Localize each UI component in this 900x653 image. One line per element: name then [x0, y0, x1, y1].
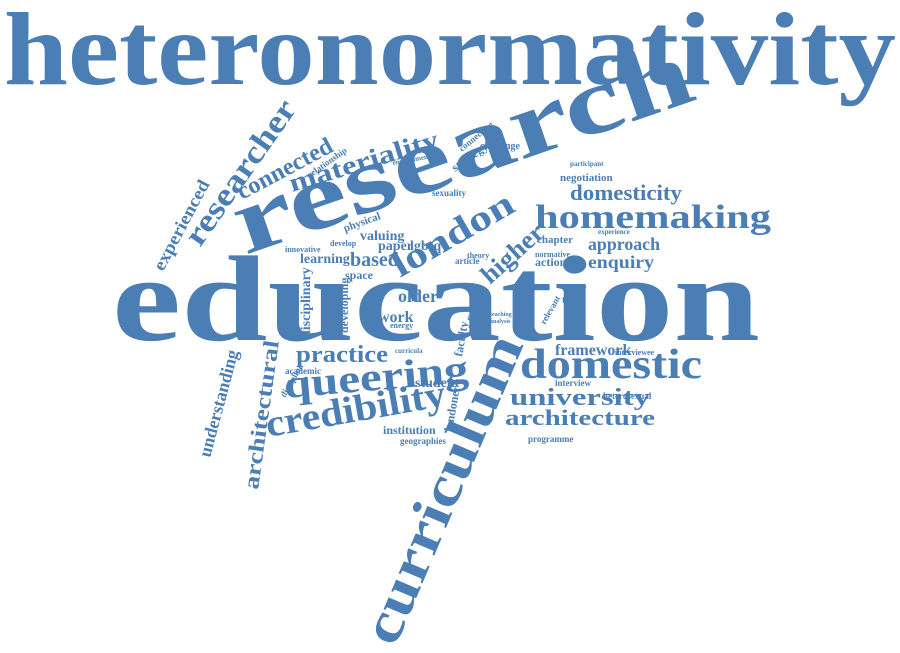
- word: heterosexual: [603, 391, 652, 401]
- word: lgbtq: [410, 239, 441, 254]
- word: developing: [337, 278, 351, 333]
- word: university: [510, 385, 650, 411]
- word: disciplinary: [299, 267, 314, 338]
- word: analysis: [490, 319, 511, 325]
- word: practice: [296, 342, 388, 368]
- word: teaching: [490, 312, 512, 318]
- word: geographies: [400, 436, 446, 446]
- word: programme: [528, 434, 573, 444]
- word: older: [398, 286, 438, 306]
- word: queer: [562, 283, 587, 294]
- word: article: [455, 256, 479, 266]
- word: thesis: [562, 295, 586, 306]
- word: interviewee: [615, 348, 655, 357]
- word: energy: [390, 321, 413, 330]
- word: challenge: [480, 141, 521, 152]
- word: paper: [378, 239, 413, 254]
- word: curricula: [395, 347, 423, 355]
- word: student: [415, 376, 460, 391]
- word: enquiry: [588, 252, 654, 272]
- word: interview: [555, 378, 591, 388]
- word: negotiation: [560, 172, 613, 184]
- word: approach: [588, 234, 660, 254]
- word: sexuality: [432, 188, 467, 198]
- word: participant: [570, 160, 604, 168]
- word: theory: [467, 251, 489, 260]
- word: innovative: [285, 245, 321, 254]
- word: develop: [330, 239, 357, 248]
- word: valuing: [360, 229, 404, 244]
- word: institution: [383, 423, 436, 437]
- word: chapter: [537, 234, 573, 246]
- word: domesticity: [570, 180, 682, 205]
- word: based: [350, 249, 399, 271]
- word: education: [112, 232, 760, 367]
- word: experience: [598, 228, 630, 236]
- word: framework: [555, 342, 632, 359]
- word: heteronormativity: [4, 0, 896, 107]
- word: work: [378, 309, 414, 326]
- word: space: [345, 268, 374, 282]
- word: academic: [285, 366, 321, 376]
- word: action: [535, 255, 567, 269]
- word: learning: [300, 252, 350, 267]
- word: domestic: [520, 342, 702, 388]
- word: homemaking: [535, 199, 771, 236]
- word: faculty: [451, 320, 471, 357]
- word: normative: [535, 250, 571, 259]
- word: architecture: [505, 405, 655, 430]
